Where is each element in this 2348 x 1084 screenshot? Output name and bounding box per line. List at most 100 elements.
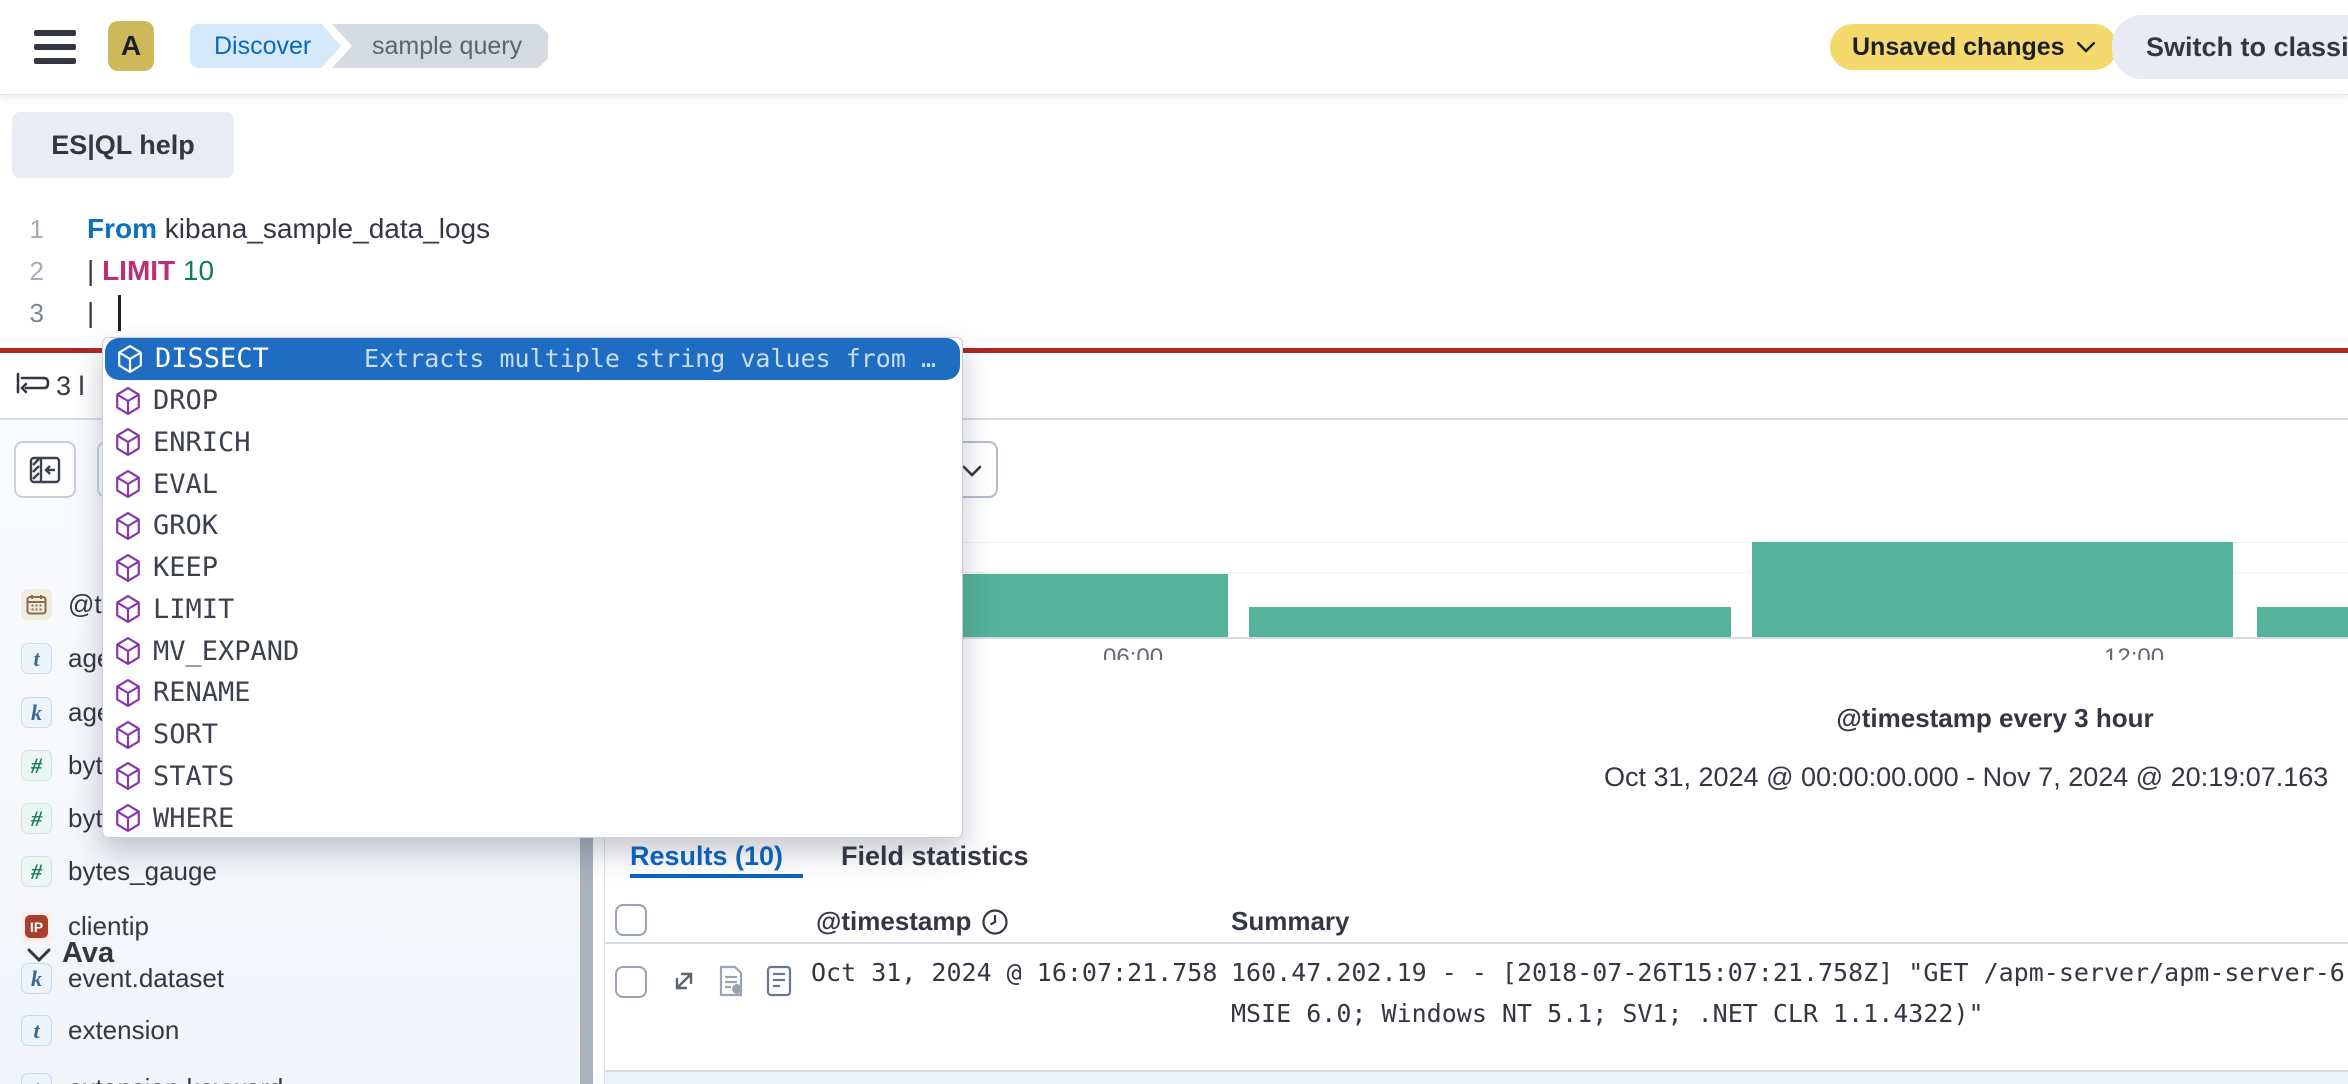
- field-item-clientip[interactable]: IP clientip: [0, 900, 580, 953]
- number-field-icon: #: [21, 803, 52, 834]
- autocomplete-item-dissect[interactable]: DISSECT Extracts multiple string values …: [105, 338, 960, 380]
- autocomplete-item-rename[interactable]: RENAME: [103, 672, 962, 714]
- column-header-summary[interactable]: Summary: [1231, 906, 1350, 936]
- ip-field-icon: IP: [21, 911, 52, 942]
- command-cube-icon: [115, 428, 141, 457]
- field-label: byt: [68, 750, 103, 780]
- command-cube-icon: [115, 386, 141, 415]
- line-number: 2: [29, 255, 44, 286]
- menu-hamburger-icon[interactable]: [34, 30, 78, 66]
- summary-cell-line1: 160.47.202.19 - - [2018-07-26T15:07:21.7…: [1231, 958, 2348, 987]
- command-cube-icon: [115, 553, 141, 582]
- line-number: 1: [29, 213, 44, 244]
- column-header-timestamp[interactable]: @timestamp: [816, 906, 1009, 937]
- autocomplete-item-mv-expand[interactable]: MV_EXPAND: [103, 630, 962, 672]
- autocomplete-item-stats[interactable]: STATS: [103, 756, 962, 798]
- editor-error-border: [0, 348, 2348, 353]
- command-cube-icon: [117, 344, 143, 373]
- editor-lines-count[interactable]: 3 l: [56, 371, 85, 401]
- editor-bottom-divider: [0, 418, 2348, 420]
- chevron-down-icon: [2076, 41, 2095, 53]
- field-label: bytes_gauge: [68, 856, 217, 886]
- x-tick-label: 06:00: [1103, 644, 1164, 660]
- expand-row-icon[interactable]: [669, 966, 699, 1001]
- autocomplete-item-keep[interactable]: KEEP: [103, 547, 962, 589]
- date-field-icon: [21, 589, 52, 620]
- text-field-icon: t: [21, 1073, 52, 1084]
- autocomplete-item-where[interactable]: WHERE: [103, 797, 962, 837]
- space-avatar[interactable]: A: [108, 21, 154, 71]
- histogram-chart: 06:00 12:00: [605, 420, 2348, 660]
- field-label: event.dataset: [68, 963, 225, 993]
- command-cube-icon: [115, 762, 141, 791]
- keyword-field-icon: k: [21, 963, 52, 994]
- active-tab-underline: [630, 874, 803, 878]
- number-field-icon: #: [21, 750, 52, 781]
- clock-icon: [982, 908, 1008, 935]
- tab-results[interactable]: Results (10): [630, 841, 784, 871]
- switch-to-classic-button[interactable]: Switch to classic: [2112, 15, 2348, 79]
- table-header-border: [605, 942, 2348, 944]
- accordion-chevron-down-icon[interactable]: [27, 948, 51, 968]
- command-cube-icon: [115, 470, 141, 499]
- command-cube-icon: [115, 595, 141, 624]
- field-item-event-dataset[interactable]: k event.dataset: [0, 952, 580, 1005]
- time-range-label: Oct 31, 2024 @ 00:00:00.000 - Nov 7, 202…: [1604, 762, 2329, 792]
- autocomplete-item-limit[interactable]: LIMIT: [103, 589, 962, 631]
- autocomplete-item-sort[interactable]: SORT: [103, 714, 962, 756]
- collapse-sidebar-button[interactable]: [14, 441, 76, 498]
- tab-field-statistics[interactable]: Field statistics: [841, 841, 1029, 871]
- available-fields-heading: Ava: [62, 937, 115, 969]
- esql-lines-icon: [14, 370, 50, 407]
- view-document-icon[interactable]: [765, 965, 793, 1002]
- text-field-icon: t: [21, 643, 52, 674]
- row-checkbox[interactable]: [615, 966, 647, 998]
- autocomplete-item-description: Extracts multiple string values from …: [364, 344, 936, 374]
- command-cube-icon: [115, 511, 141, 540]
- field-item-bytes-counter[interactable]: # byt: [0, 792, 580, 845]
- number-field-icon: #: [21, 856, 52, 887]
- command-cube-icon: [115, 678, 141, 707]
- command-cube-icon: [115, 637, 141, 666]
- text-cursor: [118, 295, 121, 331]
- field-item-extension[interactable]: t extension: [0, 1004, 580, 1057]
- breadcrumb-sample-query: sample query: [332, 24, 548, 68]
- keyword-field-icon: k: [21, 697, 52, 728]
- autocomplete-item-drop[interactable]: DROP: [103, 380, 962, 422]
- field-item-bytes-gauge[interactable]: # bytes_gauge: [0, 845, 580, 898]
- command-cube-icon: [115, 804, 141, 833]
- field-label: extension: [68, 1015, 180, 1045]
- unsaved-changes-label: Unsaved changes: [1852, 32, 2065, 61]
- line-number: 3: [29, 297, 44, 328]
- histogram-bar: [2257, 607, 2348, 637]
- top-bar: A Discover sample query Unsaved changes …: [0, 0, 2348, 95]
- x-tick-label: 12:00: [2104, 644, 2165, 660]
- next-row-partial: [605, 1072, 2348, 1084]
- chevron-down-icon: [962, 465, 982, 477]
- x-axis-baseline: [605, 637, 2348, 639]
- autocomplete-item-eval[interactable]: EVAL: [103, 463, 962, 505]
- gridline: [605, 572, 2348, 573]
- timestamp-cell: Oct 31, 2024 @ 16:07:21.758: [811, 958, 1218, 987]
- field-label: byt: [68, 803, 103, 833]
- breadcrumb-discover[interactable]: Discover: [190, 24, 341, 68]
- field-label: clientip: [68, 911, 149, 941]
- field-item-bytes[interactable]: # byt: [0, 739, 580, 792]
- text-field-icon: t: [21, 1015, 52, 1046]
- summary-cell-line2: MSIE 6.0; Windows NT 5.1; SV1; .NET CLR …: [1231, 999, 1984, 1028]
- select-all-checkbox[interactable]: [615, 904, 647, 936]
- unsaved-changes-button[interactable]: Unsaved changes: [1830, 24, 2117, 70]
- field-item-timestamp[interactable]: @ti: [0, 578, 580, 631]
- row-border: [605, 1070, 2348, 1072]
- autocomplete-item-enrich[interactable]: ENRICH: [103, 422, 962, 464]
- degraded-doc-icon[interactable]: [717, 965, 745, 1002]
- field-item-extension-keyword[interactable]: t extension.keyword: [0, 1062, 580, 1084]
- esql-help-button[interactable]: ES|QL help: [12, 112, 234, 178]
- autocomplete-item-grok[interactable]: GROK: [103, 505, 962, 547]
- command-cube-icon: [115, 720, 141, 749]
- gridline: [605, 542, 2348, 543]
- histogram-bar: [1249, 607, 1731, 637]
- field-label: extension.keyword: [68, 1073, 283, 1084]
- collapse-panel-icon: [29, 456, 61, 483]
